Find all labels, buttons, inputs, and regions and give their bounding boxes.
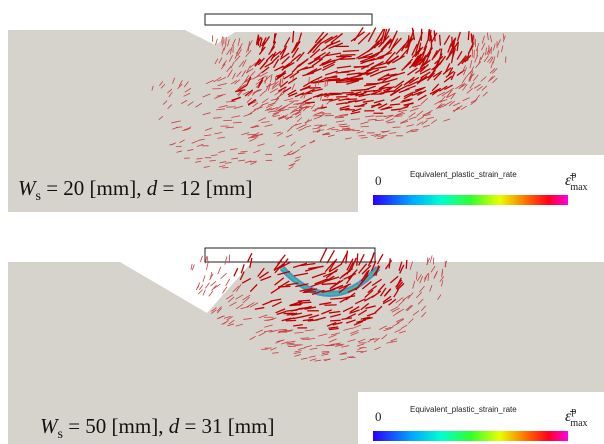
cap-d-rest: = 12 [mm]	[157, 176, 252, 200]
arrow	[192, 265, 194, 271]
arrow	[221, 273, 227, 279]
colorbar-min: 0	[375, 409, 382, 424]
cap-d: d	[147, 176, 158, 200]
arrow	[203, 276, 205, 282]
caption: Ws = 20 [mm], d = 12 [mm]	[18, 176, 252, 204]
arrow	[298, 300, 310, 301]
footing	[205, 14, 372, 25]
figure: 0 Equivalent_plastic_strain_rate ε̄pmax …	[0, 0, 604, 444]
arrow	[299, 302, 311, 303]
cap-d-rest: = 31 [mm]	[179, 414, 274, 438]
arrow	[225, 256, 227, 264]
arrow	[234, 268, 238, 276]
max-sup: p	[571, 406, 576, 417]
arrow	[222, 167, 228, 168]
arrow	[218, 267, 221, 274]
max-sup: p	[571, 170, 576, 181]
arrow	[198, 290, 202, 294]
arrow	[340, 55, 356, 56]
arrow	[212, 285, 217, 290]
arrow	[206, 263, 208, 270]
cap-w-rest: = 50 [mm],	[63, 414, 169, 438]
arrow	[203, 290, 206, 296]
arrow	[305, 102, 315, 103]
arrow	[320, 248, 327, 262]
arrow	[226, 279, 230, 286]
arrow	[274, 33, 275, 43]
arrow	[198, 282, 200, 288]
arrow	[440, 35, 441, 46]
max-sub: max	[570, 182, 587, 193]
arrow	[205, 283, 209, 288]
arrow	[340, 59, 355, 60]
colorbar	[373, 431, 568, 441]
arrow	[200, 256, 202, 262]
arrow	[209, 291, 213, 296]
arrow	[357, 73, 371, 74]
arrow	[430, 255, 432, 262]
arrow	[330, 320, 341, 321]
caption: Ws = 50 [mm], d = 31 [mm]	[40, 414, 274, 442]
arrow	[343, 50, 359, 51]
arrow	[471, 33, 472, 42]
arrow	[233, 122, 242, 123]
arrow	[313, 131, 320, 132]
arrow	[442, 269, 443, 275]
arrow	[331, 129, 339, 130]
arrow	[431, 35, 432, 46]
arrow	[434, 30, 435, 41]
colorbar-title: Equivalent_plastic_strain_rate	[410, 170, 517, 179]
arrow	[322, 99, 333, 100]
arrow	[210, 281, 216, 286]
arrow	[330, 298, 343, 299]
arrow	[327, 250, 334, 263]
max-sub: max	[570, 418, 587, 429]
arrow	[406, 260, 407, 269]
arrow	[199, 285, 203, 290]
cap-d: d	[169, 414, 180, 438]
arrow	[191, 264, 192, 270]
colorbar-title: Equivalent_plastic_strain_rate	[410, 405, 517, 414]
colorbar	[373, 195, 568, 205]
cap-w-rest: = 20 [mm],	[41, 176, 147, 200]
footing	[205, 248, 375, 262]
arrow	[213, 118, 221, 119]
arrow	[468, 31, 469, 40]
colorbar-min: 0	[375, 173, 382, 188]
arrow	[278, 286, 290, 287]
